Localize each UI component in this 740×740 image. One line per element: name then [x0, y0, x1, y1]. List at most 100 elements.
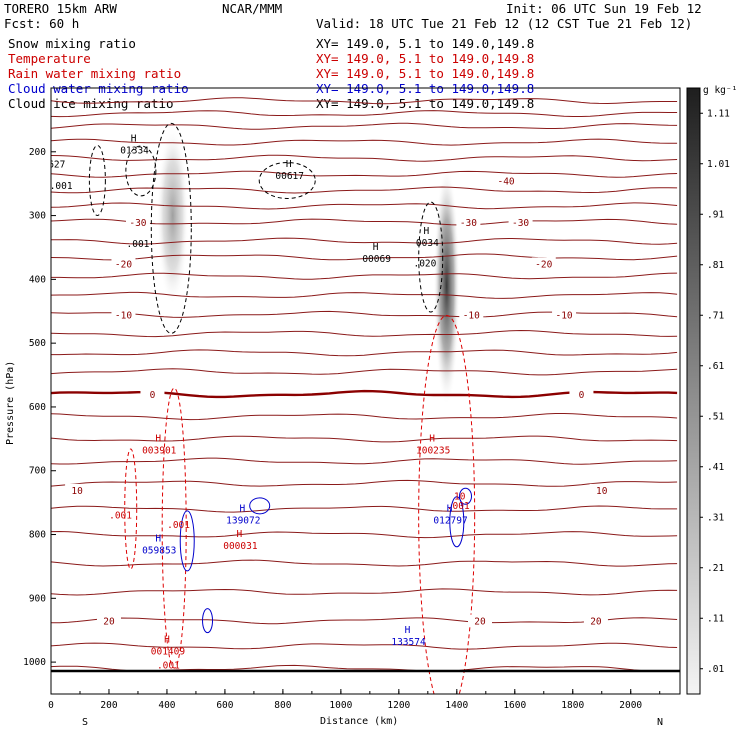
maximum-value: 00617 [275, 171, 304, 182]
contour-label: .001 [127, 239, 150, 250]
isotherm-line [51, 110, 678, 118]
contour-label: .001 [447, 501, 470, 512]
y-tick-label: 600 [29, 402, 46, 413]
x-tick-label: 800 [274, 700, 291, 711]
colorbar-label: .71 [707, 310, 724, 321]
maximum-value: 001409 [151, 646, 186, 657]
isotherm-label-bg [552, 308, 577, 320]
maximum-marker: H [373, 242, 379, 253]
snow-mixing-ratio-max [156, 125, 189, 306]
isotherm-label: -10 [463, 310, 480, 321]
cloud-ice-contour [88, 144, 106, 216]
field-cloudice-xy: XY= 149.0, 5.1 to 149.0,149.8 [316, 96, 534, 111]
isotherm-line [51, 457, 678, 465]
maximum-value: 00069 [362, 254, 391, 265]
colorbar-label: .01 [707, 664, 724, 675]
isotherm-label: 0 [150, 390, 156, 401]
x-tick-label: 1800 [561, 700, 584, 711]
isotherm-line [51, 413, 678, 421]
x-axis: 0 200 400 600 800 1000 1200 1400 1600 1800 2000 [48, 689, 661, 711]
cloud-ice-contour [150, 122, 192, 334]
maximum-value: 059853 [142, 546, 176, 557]
y-tick-label: 500 [29, 338, 46, 349]
maximum-marker: H [447, 504, 453, 515]
maximum-marker: H [239, 504, 245, 515]
field-snow-name: Snow mixing ratio [8, 36, 136, 51]
isotherm-label-bg [531, 257, 556, 269]
snow-mixing-ratio-max [433, 165, 460, 406]
maximum-value: 01334 [120, 146, 149, 157]
isotherm-line [51, 479, 678, 487]
cloud-water-contour [202, 608, 214, 634]
isotherm-line [51, 122, 678, 130]
field-snow-xy: XY= 149.0, 5.1 to 149.0,149.8 [316, 36, 534, 51]
cloud-ice-contour [125, 145, 157, 197]
maximum-marker: H [155, 433, 161, 444]
isotherm-label: 10 [596, 486, 608, 497]
x-tick-label: 1400 [445, 700, 468, 711]
y-axis: 200 300 400 500 600 700 800 900 1000 [23, 147, 56, 668]
x-tick-label: 0 [48, 700, 54, 711]
isotherm-label-bg [111, 257, 136, 269]
plot-area: -40 -30 -30 -30 -20 -20 -10 -10 -10 0 0 10 10 20 20 20 H… [50, 97, 680, 694]
cloud-water-contour [179, 510, 195, 572]
isotherm-label-bg [569, 388, 594, 400]
rain-water-contour [161, 387, 187, 669]
isotherm-line [51, 530, 678, 539]
colorbar-label: .61 [707, 361, 724, 372]
contour-label: .001 [157, 660, 180, 671]
maximum-marker: H [286, 159, 292, 170]
isotherm-label-bg [111, 308, 136, 320]
x-axis-title: Distance (km) [320, 716, 398, 727]
plot-frame [50, 87, 681, 695]
cloud-water-contour [449, 496, 465, 548]
maximum-marker: H [237, 529, 243, 540]
field-rain-xy: XY= 149.0, 5.1 to 149.0,149.8 [316, 66, 534, 81]
field-temp-name: Temperature [8, 51, 91, 66]
colorbar: g kg⁻¹ .01 .11 .21 .31 .41 .51 .61 .71 .81 .91 1.0… [686, 85, 737, 695]
y-tick-label: 200 [29, 147, 46, 158]
x-tick-label: 600 [216, 700, 233, 711]
maximum-value: 133574 [391, 637, 426, 648]
temperature-isotherms [51, 97, 678, 672]
isotherm-line [51, 642, 678, 650]
isotherm-line [51, 435, 678, 443]
maximum-marker: H [424, 226, 430, 237]
colorbar-unit: g kg⁻¹ [703, 85, 737, 96]
y-tick-label: 800 [29, 530, 46, 541]
isotherm-label-bg [508, 215, 533, 227]
valid-time: Valid: 18 UTC Tue 21 Feb 12 (12 CST Tue … [316, 16, 692, 31]
contour-label: .001 [50, 181, 73, 192]
isotherm-label: -20 [115, 259, 132, 270]
cloud-ice-contour [418, 201, 444, 313]
isotherm-line [51, 559, 678, 567]
isotherm-label-bg [494, 174, 519, 186]
isotherm-label: -10 [115, 310, 132, 321]
colorbar-ticks: .01 .11 .21 .31 .41 .51 .61 .71 .81 .91 1.01 1.11 [700, 108, 730, 675]
maximum-marker: H [131, 134, 137, 145]
y-axis-title: Pressure (hPa) [5, 361, 16, 445]
colorbar-label: .41 [707, 462, 724, 473]
isotherm-label: 10 [71, 486, 83, 497]
colorbar-label: .31 [707, 512, 724, 523]
contour-label: .001 [109, 511, 132, 522]
maximum-value: 012797 [433, 516, 467, 527]
x-axis-start-label: S [82, 717, 88, 728]
y-tick-label: 300 [29, 211, 46, 222]
isotherm-label-bg [125, 215, 150, 227]
isotherm-line [51, 218, 678, 226]
isotherm-label: 20 [103, 617, 115, 628]
isotherm-line [51, 272, 678, 280]
isotherm-line [51, 237, 678, 245]
x-tick-label: 1200 [387, 700, 410, 711]
colorbar-fill [686, 87, 701, 695]
maximum-value: 0034 [416, 238, 439, 249]
isotherm-label: -10 [555, 310, 572, 321]
isotherm-label-bg [467, 614, 492, 626]
isotherm-line [51, 253, 678, 261]
colorbar-label: .81 [707, 260, 724, 271]
x-axis-end-label: N [657, 717, 663, 728]
isotherm-label-bg [459, 308, 484, 320]
rain-water-contour [418, 314, 476, 694]
